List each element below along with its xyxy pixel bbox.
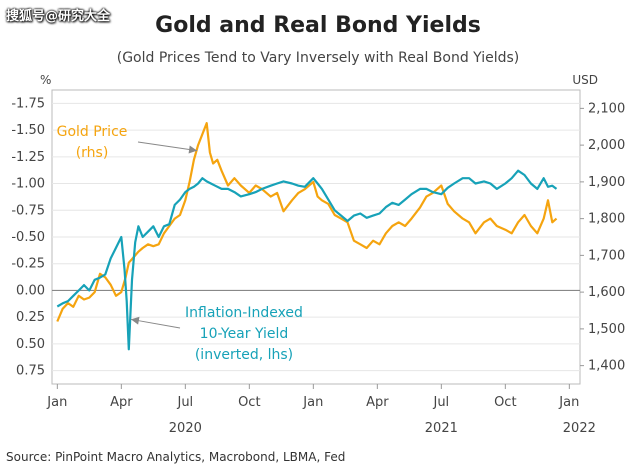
right-tick-label: 1,400 [588,359,625,374]
left-tick-label: 0.25 [16,310,45,325]
series-layer [56,121,558,351]
left-tick-label: -0.50 [11,230,45,245]
x-tick-label: Apr [110,395,133,410]
year-label: 2020 [169,421,202,436]
right-tick-label: 1,800 [588,212,625,227]
year-label: 2022 [563,421,596,436]
yield-annotation-arrow [130,318,181,329]
right-tick-label: 1,600 [588,285,625,300]
right-axis-unit: USD [572,73,598,87]
yield-annotation-label: Inflation-Indexed [185,305,303,321]
x-tick-label: Jan [46,395,67,410]
chart-title: Gold and Real Bond Yields [155,13,481,38]
left-tick-label: -1.75 [11,96,45,111]
gold-annotation-label: (rhs) [76,145,109,161]
x-tick-label: Oct [494,395,516,410]
left-tick-label: -0.25 [11,257,45,272]
source-note: Source: PinPoint Macro Analytics, Macrob… [6,450,345,464]
right-tick-label: 1,700 [588,248,625,263]
chart-subtitle: (Gold Prices Tend to Vary Inversely with… [117,50,520,66]
left-tick-label: 0.50 [16,337,45,352]
watermark: 搜狐号@研究大全 [6,9,111,24]
yield-annotation-arrow-head [130,316,140,325]
x-tick-label: Jan [558,395,579,410]
x-tick-label: Jul [432,395,449,410]
right-tick-label: 2,000 [588,138,625,153]
right-tick-label: 1,900 [588,175,625,190]
yield-annotation-label: 10-Year Yield [200,326,289,342]
x-tick-label: Jul [176,395,193,410]
left-tick-label: 0.75 [16,364,45,379]
real-yield-line [56,169,558,351]
gold-annotation-label: Gold Price [57,124,128,140]
axis-layer: -1.75 -1.50 -1.25 -1.00 -0.75 -0.50 -0.25 0.00 0… [11,96,625,436]
annotation-layer: Gold Price (rhs) Inflation-Indexed 10-Year … [57,124,303,363]
gold-price-line [56,121,558,322]
left-axis-unit: % [40,73,51,87]
left-tick-label: -0.75 [11,203,45,218]
right-tick-label: 1,500 [588,322,625,337]
year-label: 2021 [425,421,458,436]
x-tick-label: Oct [238,395,260,410]
grid-layer [51,89,581,385]
left-tick-label: -1.25 [11,150,45,165]
x-tick-label: Apr [366,395,389,410]
left-tick-label: -1.50 [11,123,45,138]
left-tick-label: 0.00 [16,283,45,298]
yield-annotation-label: (inverted, lhs) [195,347,293,363]
left-tick-label: -1.00 [11,177,45,192]
right-tick-label: 2,100 [588,101,625,116]
gold-annotation-arrow [137,141,198,152]
gold-annotation-arrow-head [188,145,198,154]
x-tick-label: Jan [302,395,323,410]
